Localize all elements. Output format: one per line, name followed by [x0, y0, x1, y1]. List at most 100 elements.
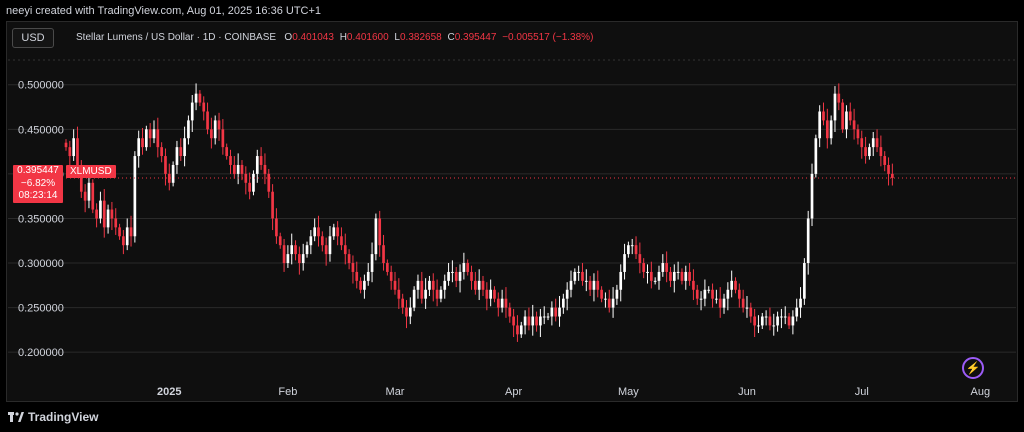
candle-body	[252, 173, 255, 192]
candle-body	[462, 263, 466, 272]
candle-body	[229, 156, 232, 165]
candle-body	[523, 316, 527, 326]
footer-brand-label: TradingView	[28, 410, 99, 424]
candle-body	[669, 271, 672, 281]
candle-body	[313, 227, 317, 237]
candle-body	[137, 138, 141, 157]
candle-body	[141, 138, 144, 148]
candle-body	[630, 245, 634, 247]
candle-body	[428, 280, 431, 290]
candle-body	[259, 156, 263, 165]
candle-body	[542, 316, 546, 318]
candle-body	[355, 271, 359, 281]
candle-body	[294, 245, 297, 255]
x-tick-label: Apr	[505, 386, 522, 398]
lightning-icon[interactable]: ⚡	[962, 357, 984, 379]
candle-body	[695, 289, 699, 299]
candle-body	[516, 325, 519, 335]
legend-close-label: C	[447, 32, 455, 43]
candle-body	[298, 254, 301, 264]
candle-body	[871, 138, 875, 148]
candle-body	[248, 182, 251, 192]
candle-body	[519, 325, 523, 335]
candle-body	[875, 138, 879, 148]
candle-body	[454, 271, 458, 281]
candle-body	[401, 298, 405, 308]
candle-body	[783, 316, 787, 318]
candle-body	[584, 280, 588, 282]
legend-low-label: L	[394, 32, 400, 43]
candle-body	[757, 325, 760, 327]
candle-body	[741, 298, 745, 308]
candle-body	[317, 227, 320, 237]
candle-body	[711, 289, 714, 299]
candle-body	[213, 120, 217, 139]
x-tick-label: Aug	[971, 386, 991, 398]
footer-brand[interactable]: TradingView	[8, 410, 98, 424]
candle-body	[554, 307, 558, 317]
candle-body	[810, 173, 814, 219]
candle-body	[550, 307, 554, 317]
candle-body	[856, 129, 860, 139]
candle-body	[420, 280, 424, 299]
candle-body	[378, 218, 382, 246]
currency-button[interactable]: USD	[12, 28, 54, 48]
candle-body	[183, 138, 186, 157]
candle-body	[680, 271, 684, 281]
candle-body	[653, 280, 657, 282]
candle-body	[324, 245, 328, 255]
candle-body	[787, 316, 791, 326]
candle-body	[657, 271, 661, 281]
candle-body	[879, 147, 883, 157]
candle-body	[539, 316, 542, 326]
y-tick-label: 0.300000	[18, 258, 64, 270]
candle-body	[558, 307, 561, 317]
candle-body	[569, 280, 573, 290]
candle-body	[152, 129, 156, 139]
candle-body	[615, 289, 619, 299]
y-tick-label: 0.200000	[18, 347, 64, 359]
candle-body	[187, 120, 190, 139]
candle-body	[642, 263, 646, 272]
symbol-tag: XLMUSD	[66, 165, 116, 178]
candle-body	[202, 102, 206, 112]
candle-body	[382, 245, 385, 264]
candle-body	[726, 289, 730, 299]
candle-body	[408, 307, 412, 317]
candle-body	[852, 120, 856, 130]
candle-body	[730, 280, 734, 290]
candle-body	[412, 289, 416, 308]
candle-body	[447, 271, 450, 281]
y-tick-label: 0.450000	[18, 124, 64, 136]
candle-body	[581, 271, 584, 281]
candle-body	[244, 173, 248, 183]
candle-body	[623, 254, 626, 272]
candle-body	[106, 209, 110, 228]
candle-body	[722, 298, 726, 308]
candle-body	[703, 289, 707, 299]
candle-body	[347, 254, 351, 264]
candle-body	[699, 298, 703, 300]
legend-high-value: 0.401600	[346, 32, 389, 43]
candle-body	[148, 129, 152, 139]
candle-body	[470, 271, 473, 281]
candle-body	[806, 218, 810, 264]
candle-body	[145, 129, 148, 148]
candle-body	[386, 263, 389, 272]
candle-body	[282, 245, 286, 264]
candle-body	[275, 218, 278, 237]
candle-body	[649, 271, 653, 281]
candle-body	[351, 263, 355, 272]
candle-body	[72, 138, 75, 157]
candle-body	[868, 147, 871, 157]
candle-body	[305, 245, 309, 255]
legend-symbol: Stellar Lumens / US Dollar · 1D · COINBA…	[76, 32, 277, 43]
candle-body	[424, 289, 427, 299]
candle-body	[715, 298, 718, 300]
legend-low-value: 0.382658	[399, 32, 442, 43]
x-tick-label: Jul	[855, 386, 869, 398]
candle-body	[485, 289, 489, 299]
y-tick-label: 0.250000	[18, 303, 64, 315]
candle-body	[822, 111, 825, 121]
